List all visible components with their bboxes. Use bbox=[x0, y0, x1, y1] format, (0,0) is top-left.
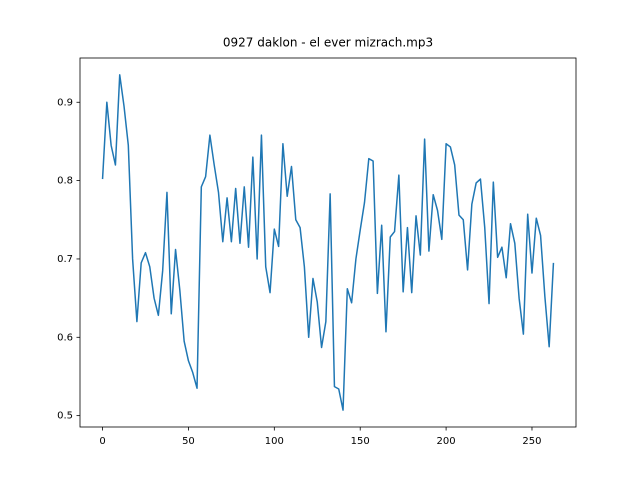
y-tick-label: 0.8 bbox=[57, 176, 73, 187]
y-tick-label: 0.9 bbox=[57, 97, 73, 108]
y-tick-label: 0.5 bbox=[57, 411, 73, 422]
x-tick-label: 150 bbox=[351, 436, 370, 447]
chart-title: 0927 daklon - el ever mizrach.mp3 bbox=[223, 36, 433, 50]
x-tick-label: 250 bbox=[522, 436, 541, 447]
x-tick-label: 0 bbox=[99, 436, 105, 447]
line bbox=[101, 74, 555, 411]
plot-frame bbox=[79, 57, 577, 428]
x-tick-label: 100 bbox=[265, 436, 284, 447]
x-tick-label: 50 bbox=[182, 436, 195, 447]
x-tick-label: 200 bbox=[437, 436, 456, 447]
y-tick-label: 0.6 bbox=[57, 332, 73, 343]
y-tick-label: 0.7 bbox=[57, 254, 73, 265]
